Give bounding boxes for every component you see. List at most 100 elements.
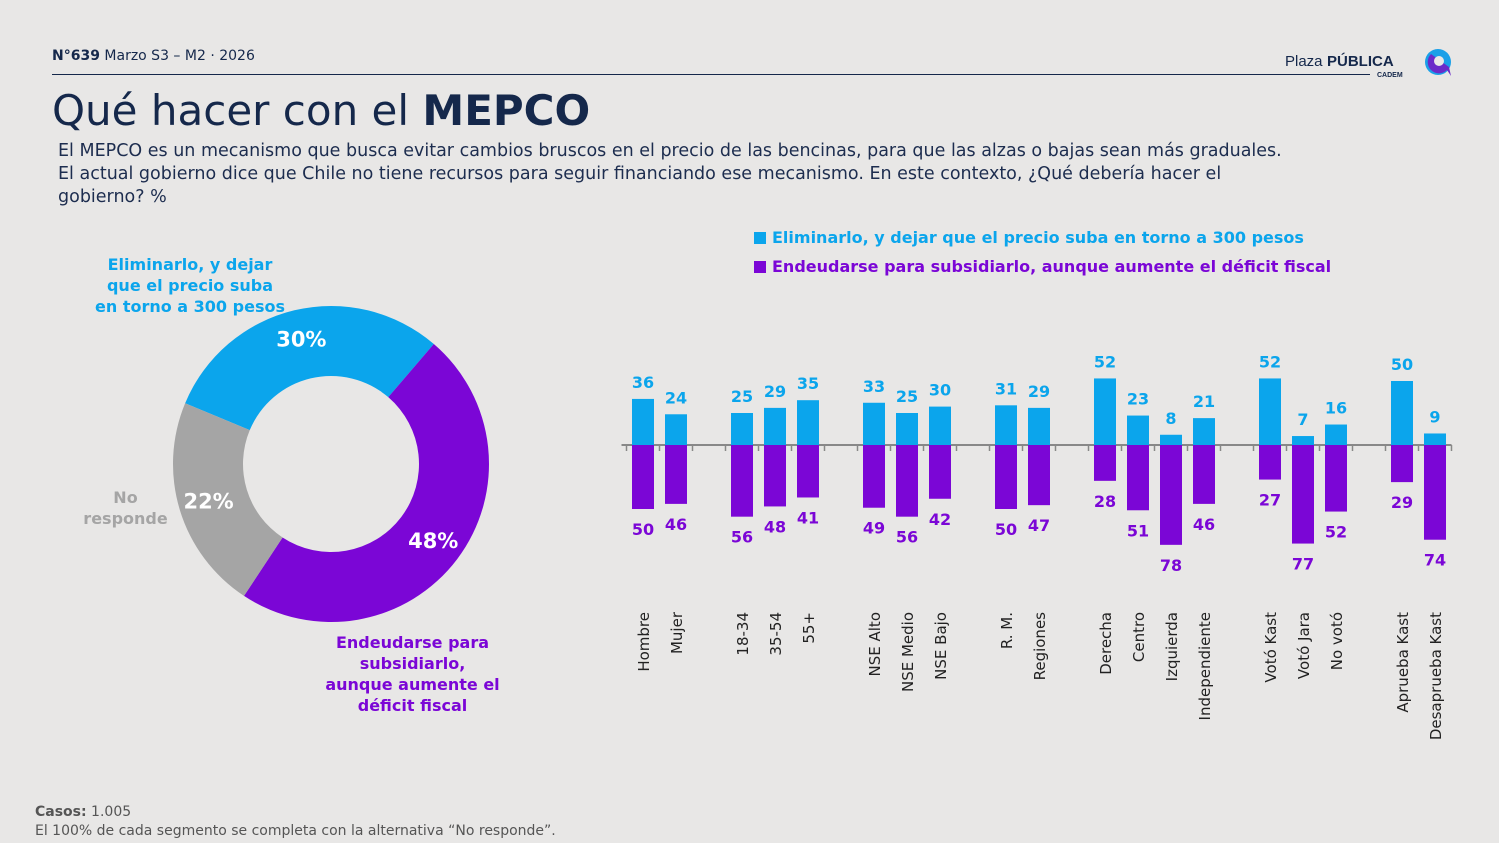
svg-text:CADEM: CADEM bbox=[1377, 72, 1403, 79]
data-label-endeudarse: 74 bbox=[1424, 551, 1446, 570]
category-label: 35-54 bbox=[767, 612, 785, 656]
data-label-eliminar: 8 bbox=[1165, 409, 1176, 428]
bar-endeudarse bbox=[1160, 445, 1182, 545]
bar-endeudarse bbox=[665, 445, 687, 504]
data-label-endeudarse: 41 bbox=[797, 508, 819, 527]
category-label: Mujer bbox=[668, 611, 686, 654]
donut-label-endeudarse: Endeudarse para subsidiarlo, aunque aume… bbox=[325, 633, 500, 715]
bar-eliminar bbox=[1259, 378, 1281, 445]
data-label-eliminar: 23 bbox=[1127, 390, 1149, 409]
data-label-endeudarse: 27 bbox=[1259, 491, 1281, 510]
data-label-eliminar: 52 bbox=[1259, 352, 1281, 371]
page-title: Qué hacer con el MEPCO bbox=[52, 86, 590, 135]
category-label: Derecha bbox=[1097, 612, 1115, 675]
bar-endeudarse bbox=[1259, 445, 1281, 480]
cases-label: Casos: bbox=[35, 804, 87, 820]
data-label-endeudarse: 56 bbox=[731, 528, 753, 547]
bar-endeudarse bbox=[731, 445, 753, 517]
data-label-endeudarse: 47 bbox=[1028, 516, 1050, 535]
bar-endeudarse bbox=[632, 445, 654, 509]
data-label-eliminar: 33 bbox=[863, 377, 885, 396]
bar-eliminar bbox=[1292, 436, 1314, 445]
data-label-eliminar: 50 bbox=[1391, 355, 1413, 374]
category-label: Izquierda bbox=[1163, 612, 1181, 681]
data-label-eliminar: 30 bbox=[929, 381, 951, 400]
data-label-endeudarse: 28 bbox=[1094, 492, 1116, 511]
bar-endeudarse bbox=[863, 445, 885, 508]
bar-eliminar bbox=[1127, 415, 1149, 445]
category-label: Independiente bbox=[1196, 612, 1214, 720]
bar-endeudarse bbox=[1292, 445, 1314, 544]
donut-slice bbox=[244, 344, 490, 622]
data-label-endeudarse: 51 bbox=[1127, 521, 1149, 540]
data-label-eliminar: 31 bbox=[995, 379, 1017, 398]
bar-eliminar bbox=[1325, 424, 1347, 445]
category-label: NSE Bajo bbox=[932, 612, 950, 680]
category-label: 18-34 bbox=[734, 612, 752, 656]
data-label-endeudarse: 50 bbox=[995, 520, 1017, 539]
bar-endeudarse bbox=[995, 445, 1017, 509]
donut-slice bbox=[172, 403, 283, 596]
data-label-endeudarse: 50 bbox=[632, 520, 654, 539]
footer-note: El 100% de cada segmento se completa con… bbox=[35, 823, 556, 839]
cases-value: 1.005 bbox=[86, 804, 132, 820]
data-label-eliminar: 29 bbox=[764, 382, 786, 401]
issue-period: Marzo S3 – M2 · 2026 bbox=[104, 48, 255, 64]
data-label-eliminar: 29 bbox=[1028, 382, 1050, 401]
bar-chart: 36 50 Hombre 24 46 Mujer 25 56 18-34 29 48 35-54 35 4… bbox=[621, 352, 1453, 740]
bar-eliminar bbox=[896, 413, 918, 445]
bar-endeudarse bbox=[1028, 445, 1050, 506]
donut-value-label: 30% bbox=[276, 327, 326, 351]
data-label-endeudarse: 77 bbox=[1292, 555, 1314, 574]
bar-eliminar bbox=[764, 407, 786, 445]
legend-endeudarse: Endeudarse para subsidiarlo, aunque aume… bbox=[754, 257, 1331, 276]
data-label-eliminar: 16 bbox=[1325, 399, 1347, 418]
data-label-endeudarse: 29 bbox=[1391, 493, 1413, 512]
data-label-endeudarse: 42 bbox=[929, 510, 951, 529]
data-label-endeudarse: 52 bbox=[1325, 523, 1347, 542]
data-label-endeudarse: 56 bbox=[896, 528, 918, 547]
svg-text:PÚBLICA: PÚBLICA bbox=[1327, 52, 1394, 70]
bar-eliminar bbox=[731, 413, 753, 445]
data-label-eliminar: 7 bbox=[1297, 410, 1308, 429]
bar-eliminar bbox=[1094, 378, 1116, 445]
bar-endeudarse bbox=[764, 445, 786, 507]
category-label: Aprueba Kast bbox=[1394, 612, 1412, 713]
issue-info: N°639 Marzo S3 – M2 · 2026 bbox=[52, 48, 255, 64]
category-label: No votó bbox=[1328, 612, 1346, 670]
donut-chart: 30% 48% 22% bbox=[172, 306, 490, 622]
category-label: Votó Kast bbox=[1262, 612, 1280, 683]
bar-eliminar bbox=[1424, 433, 1446, 445]
bar-endeudarse bbox=[1391, 445, 1413, 483]
issue-number: N°639 bbox=[52, 48, 100, 64]
data-label-eliminar: 35 bbox=[797, 374, 819, 393]
legend-swatch bbox=[754, 260, 766, 273]
legend-text: Endeudarse para subsidiarlo, aunque aume… bbox=[772, 257, 1332, 276]
data-label-endeudarse: 78 bbox=[1160, 556, 1182, 575]
question-description: El MEPCO es un mecanismo que busca evita… bbox=[58, 141, 1282, 207]
bar-eliminar bbox=[995, 405, 1017, 445]
bar-eliminar bbox=[929, 406, 951, 445]
data-label-eliminar: 9 bbox=[1429, 407, 1440, 426]
category-label: 55+ bbox=[800, 612, 818, 644]
legend-eliminar: Eliminarlo, y dejar que el precio suba e… bbox=[754, 228, 1304, 247]
bar-endeudarse bbox=[797, 445, 819, 498]
category-label: NSE Medio bbox=[899, 612, 917, 692]
footer: Casos: 1.005 El 100% de cada segmento se … bbox=[35, 803, 556, 841]
donut-value-label: 22% bbox=[183, 489, 233, 513]
data-label-eliminar: 36 bbox=[632, 373, 654, 392]
bar-eliminar bbox=[863, 402, 885, 445]
donut-slice bbox=[185, 306, 434, 431]
category-label: Centro bbox=[1130, 612, 1148, 662]
data-label-eliminar: 25 bbox=[896, 387, 918, 406]
data-label-eliminar: 24 bbox=[665, 388, 687, 407]
plaza-publica-logo: Plaza PÚBLICA CADEM bbox=[1285, 49, 1451, 79]
data-label-endeudarse: 46 bbox=[665, 515, 687, 534]
data-label-eliminar: 52 bbox=[1094, 352, 1116, 371]
bar-endeudarse bbox=[1325, 445, 1347, 512]
bar-eliminar bbox=[797, 400, 819, 445]
bar-eliminar bbox=[1391, 381, 1413, 445]
data-label-eliminar: 21 bbox=[1193, 392, 1215, 411]
donut-label-no-responde: No responde bbox=[83, 488, 168, 528]
